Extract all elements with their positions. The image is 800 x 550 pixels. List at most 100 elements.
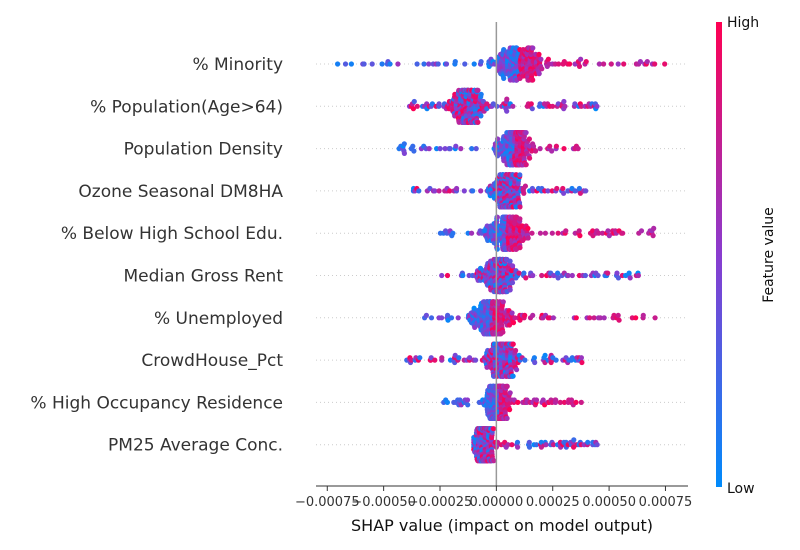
shap-point <box>461 188 467 194</box>
x-tick-label: 0.00025 <box>526 495 580 510</box>
x-tick-label: 0.00000 <box>469 495 523 510</box>
shap-point <box>417 355 423 361</box>
shap-point <box>379 61 385 67</box>
shap-point <box>644 59 650 65</box>
shap-point <box>587 315 593 321</box>
shap-point <box>436 101 442 107</box>
shap-point <box>542 352 548 358</box>
shap-point <box>510 320 517 326</box>
shap-point <box>447 188 453 194</box>
shap-point <box>442 146 448 152</box>
shap-point <box>414 103 420 109</box>
shap-point <box>576 185 583 192</box>
shap-point <box>578 56 584 62</box>
shap-point <box>369 61 375 67</box>
shap-point <box>549 148 555 154</box>
shap-point <box>545 188 551 194</box>
shap-point <box>556 61 562 67</box>
shap-point <box>615 312 621 318</box>
shap-point <box>537 146 543 152</box>
shap-point <box>530 272 536 279</box>
shap-point <box>444 399 450 405</box>
shap-point <box>568 397 575 403</box>
feature-label: Ozone Seasonal DM8HA <box>78 182 283 202</box>
shap-point <box>582 272 589 279</box>
shap-point <box>509 280 516 286</box>
shap-point <box>615 275 622 281</box>
shap-point <box>539 272 545 279</box>
shap-point <box>475 87 481 93</box>
shap-point <box>542 230 549 236</box>
shap-point <box>525 225 531 231</box>
shap-point <box>522 357 528 363</box>
feature-label: % High Occupancy Residence <box>30 393 283 413</box>
shap-point <box>529 230 535 236</box>
shap-point <box>521 270 527 276</box>
shap-point <box>533 397 540 403</box>
shap-point <box>529 106 535 112</box>
shap-point <box>553 143 560 149</box>
shap-point <box>342 61 349 67</box>
shap-point <box>514 367 520 373</box>
feature-label: CrowdHouse_Pct <box>141 351 283 371</box>
shap-point <box>510 373 516 379</box>
shap-point <box>426 61 432 67</box>
shap-point <box>561 399 568 405</box>
shap-point <box>439 355 445 361</box>
shap-point <box>605 270 611 276</box>
shap-point <box>553 357 559 363</box>
shap-point <box>528 101 534 107</box>
shap-point <box>555 275 561 281</box>
shap-point <box>578 103 584 109</box>
shap-point <box>494 246 500 252</box>
shap-point <box>571 437 577 443</box>
shap-point <box>530 143 537 149</box>
shap-point <box>395 61 401 67</box>
shap-point <box>530 45 536 51</box>
shap-point <box>387 61 393 67</box>
shap-point <box>576 228 582 234</box>
shap-point <box>507 407 513 413</box>
shap-point <box>540 397 546 403</box>
shap-point <box>470 188 476 194</box>
shap-point <box>572 101 578 107</box>
shap-point <box>458 146 464 152</box>
shap-point <box>410 143 416 149</box>
shap-point <box>475 119 481 125</box>
shap-point <box>500 299 506 305</box>
shap-point <box>561 98 567 105</box>
shap-point <box>439 272 445 279</box>
shap-point <box>563 228 569 234</box>
shap-point <box>509 310 515 316</box>
shap-point <box>527 155 533 161</box>
shap-point <box>411 148 417 154</box>
shap-point <box>456 355 462 361</box>
shap-point <box>530 77 536 83</box>
shap-point <box>471 61 477 67</box>
feature-label: Median Gross Rent <box>124 267 284 287</box>
feature-label: % Unemployed <box>154 309 283 329</box>
shap-point <box>640 312 646 318</box>
shap-point <box>579 359 585 366</box>
shap-point <box>662 61 668 67</box>
shap-point <box>550 315 557 321</box>
shap-point <box>432 188 438 194</box>
shap-point <box>510 103 516 109</box>
shap-point <box>523 162 529 168</box>
shap-point <box>533 148 539 154</box>
shap-point <box>638 228 645 234</box>
shap-point <box>473 357 479 363</box>
shap-point <box>478 91 484 97</box>
shap-point <box>517 216 523 222</box>
shap-point <box>501 75 507 81</box>
shap-point <box>536 51 542 58</box>
x-tick-label: −0.00075 <box>295 495 360 510</box>
shap-point <box>469 146 475 152</box>
shap-point <box>507 390 513 396</box>
feature-label: % Population(Age>64) <box>90 97 283 117</box>
shap-point <box>596 230 602 236</box>
shap-point <box>421 61 427 67</box>
shap-point <box>509 263 516 269</box>
shap-point <box>526 439 532 445</box>
